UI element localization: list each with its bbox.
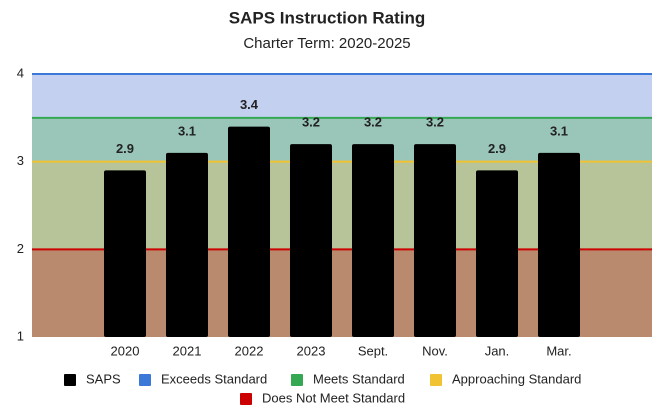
legend-swatch [430,374,442,386]
legend-swatch [240,393,252,405]
legend-label: Approaching Standard [452,371,581,386]
chart-subtitle: Charter Term: 2020-2025 [243,35,410,52]
legend-swatch [291,374,303,386]
legend-label: Meets Standard [313,371,405,386]
legend-swatch [64,374,76,386]
data-label: 3.2 [302,115,320,130]
bar [414,144,456,337]
bar [290,144,332,337]
x-tick-label: Sept. [358,343,388,358]
x-tick-label: Mar. [546,343,571,358]
bar [476,170,518,337]
band [32,74,652,118]
data-label: 3.2 [426,115,444,130]
bar [104,170,146,337]
y-tick-label: 1 [17,328,24,343]
bar [538,152,580,337]
legend-label: Exceeds Standard [161,371,267,386]
x-tick-label: 2020 [111,343,140,358]
bar [228,126,270,337]
x-tick-label: 2022 [235,343,264,358]
x-tick-label: Nov. [422,343,448,358]
data-label: 3.2 [364,115,382,130]
legend-label: SAPS [86,371,121,386]
x-tick-label: 2023 [297,343,326,358]
x-tick-label: 2021 [173,343,202,358]
bar [352,144,394,337]
y-tick-label: 3 [17,153,24,168]
legend-swatch [139,374,151,386]
data-label: 2.9 [488,141,506,156]
chart-title: SAPS Instruction Rating [229,8,425,27]
data-label: 3.4 [240,97,259,112]
data-label: 3.1 [550,123,568,138]
y-tick-label: 4 [17,65,24,80]
y-tick-label: 2 [17,241,24,256]
legend-label: Does Not Meet Standard [262,390,405,405]
data-label: 2.9 [116,141,134,156]
data-label: 3.1 [178,123,196,138]
bar [166,152,208,337]
x-tick-label: Jan. [485,343,510,358]
